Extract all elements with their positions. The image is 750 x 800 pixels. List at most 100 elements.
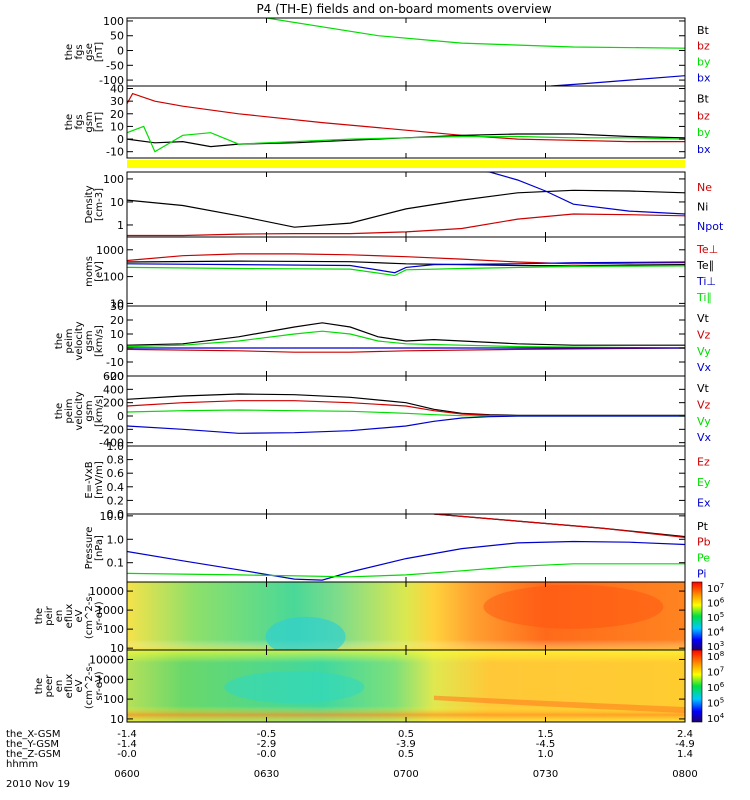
legend-entry: bz bbox=[697, 109, 710, 122]
y-axis-label: Pressure bbox=[84, 527, 95, 570]
legend-entry: Vy bbox=[697, 415, 711, 428]
ephemeris-value: -2.9 bbox=[257, 739, 277, 750]
series-line-2 bbox=[127, 133, 685, 148]
legend-entry: Vx bbox=[697, 431, 712, 444]
series-line-4 bbox=[127, 415, 685, 434]
y-tick-label: 10 bbox=[110, 196, 124, 209]
panel-frame bbox=[126, 445, 686, 515]
plot-date: 2010 Nov 19 bbox=[6, 779, 70, 790]
y-tick-label: 50 bbox=[110, 30, 124, 43]
y-axis-label: the bbox=[54, 403, 65, 419]
y-axis-label: [nT] bbox=[94, 112, 105, 132]
colorbar-1 bbox=[691, 581, 703, 651]
ephemeris-value: -0.5 bbox=[257, 729, 277, 740]
panel-frame bbox=[126, 171, 686, 238]
series-line-1 bbox=[127, 253, 685, 265]
legend-entry: Ey bbox=[697, 476, 711, 489]
panel-8: 0.1 1.0 10.0 Pressure [nPa] Pt Pb Pe Pi bbox=[84, 510, 711, 583]
y-tick-label: 10 bbox=[110, 642, 124, 655]
ephemeris-value: -3.9 bbox=[396, 739, 416, 750]
panel-frame bbox=[126, 236, 686, 307]
y-axis-label: peer bbox=[44, 674, 55, 698]
ephemeris-value: 0.5 bbox=[398, 749, 414, 760]
ephemeris-value: 1.0 bbox=[538, 749, 554, 760]
y-axis-label: sr-eV) bbox=[94, 671, 105, 700]
panel-3: 1 10 100 Density [cm-3] Ne Ni Npot bbox=[84, 171, 724, 238]
y-tick-label: -200 bbox=[99, 423, 124, 436]
y-tick-label: -400 bbox=[99, 437, 124, 450]
legend-entry: Pi bbox=[697, 567, 706, 580]
y-tick-label: 10 bbox=[110, 328, 124, 341]
time-tick-label: 0630 bbox=[254, 769, 279, 780]
series-line-4 bbox=[127, 563, 685, 578]
y-tick-label: 100 bbox=[103, 271, 124, 284]
y-axis-label: gsm bbox=[84, 330, 95, 351]
y-tick-label: -20 bbox=[106, 370, 124, 383]
y-axis-label: the bbox=[34, 678, 45, 694]
y-tick-label: -50 bbox=[106, 59, 124, 72]
colorbar-tick: 104 bbox=[707, 626, 725, 639]
legend-entry: Bt bbox=[697, 24, 710, 37]
ephemeris-label: the_Y-GSM bbox=[6, 739, 59, 750]
y-axis-label: peim bbox=[64, 398, 75, 423]
y-axis-label: the bbox=[34, 608, 45, 624]
ephemeris-value: -4.5 bbox=[536, 739, 556, 750]
y-tick-label: 10.0 bbox=[100, 510, 125, 523]
legend-entry: by bbox=[697, 55, 711, 68]
legend-entry: Vz bbox=[697, 328, 711, 341]
y-tick-label: 10 bbox=[110, 297, 124, 310]
legend-entry: bx bbox=[697, 71, 711, 84]
series-line-2 bbox=[127, 330, 685, 349]
series-line-1 bbox=[127, 189, 685, 228]
spectrogram-2 bbox=[127, 650, 685, 722]
y-tick-label: -10 bbox=[106, 146, 124, 159]
legend-entry: Vy bbox=[697, 345, 711, 358]
spectrogram-1 bbox=[127, 582, 685, 650]
series-line-1 bbox=[260, 18, 685, 49]
series-line-4 bbox=[127, 265, 685, 277]
y-axis-label: gsm bbox=[84, 400, 95, 421]
ephemeris-value: -1.4 bbox=[117, 739, 137, 750]
y-tick-label: 400 bbox=[103, 383, 124, 396]
y-axis-label: [nT] bbox=[94, 42, 105, 62]
legend-entry: Ti∥ bbox=[696, 291, 712, 304]
colorbar-tick: 106 bbox=[707, 681, 725, 694]
ephemeris-label: the_Z-GSM bbox=[6, 749, 61, 760]
series-line-1 bbox=[127, 322, 685, 346]
ephemeris-value: -4.9 bbox=[675, 739, 695, 750]
y-tick-label: 1000 bbox=[96, 244, 124, 257]
ephemeris-value: -0.0 bbox=[257, 749, 277, 760]
y-axis-label: en bbox=[54, 680, 65, 693]
legend-entry: Bt bbox=[697, 93, 710, 106]
y-tick-label: 30 bbox=[110, 300, 124, 313]
y-axis-label: gsm bbox=[84, 111, 95, 132]
colorbar-tick: 105 bbox=[707, 611, 724, 624]
y-axis-label: E=-VxB bbox=[84, 461, 95, 498]
y-tick-label: 10 bbox=[110, 120, 124, 133]
status-bar bbox=[127, 160, 685, 168]
colorbar-tick: 105 bbox=[707, 697, 724, 710]
y-tick-label: 100 bbox=[103, 693, 124, 706]
y-axis-label: gse bbox=[84, 43, 95, 61]
colorbar-tick: 103 bbox=[707, 640, 724, 653]
y-tick-label: 30 bbox=[110, 95, 124, 108]
y-tick-label: 0.8 bbox=[107, 454, 125, 467]
legend-entry: Vt bbox=[697, 382, 710, 395]
y-tick-label: 0.2 bbox=[107, 494, 125, 507]
y-axis-label: sr-eV) bbox=[94, 601, 105, 630]
y-tick-label: 1.0 bbox=[107, 440, 125, 453]
time-tick-label: 0700 bbox=[393, 769, 418, 780]
y-tick-label: 20 bbox=[110, 108, 124, 121]
y-tick-label: -10 bbox=[106, 356, 124, 369]
series-line-3 bbox=[127, 125, 685, 153]
legend-entry: Npot bbox=[697, 220, 724, 233]
y-tick-label: 0.0 bbox=[107, 508, 125, 521]
y-axis-label: peir bbox=[44, 605, 55, 625]
ephemeris-value: -0.0 bbox=[117, 749, 137, 760]
y-axis-label: (cm^2-s- bbox=[84, 662, 95, 709]
y-tick-label: 1000 bbox=[96, 604, 124, 617]
legend-entry: Ne bbox=[697, 181, 712, 194]
